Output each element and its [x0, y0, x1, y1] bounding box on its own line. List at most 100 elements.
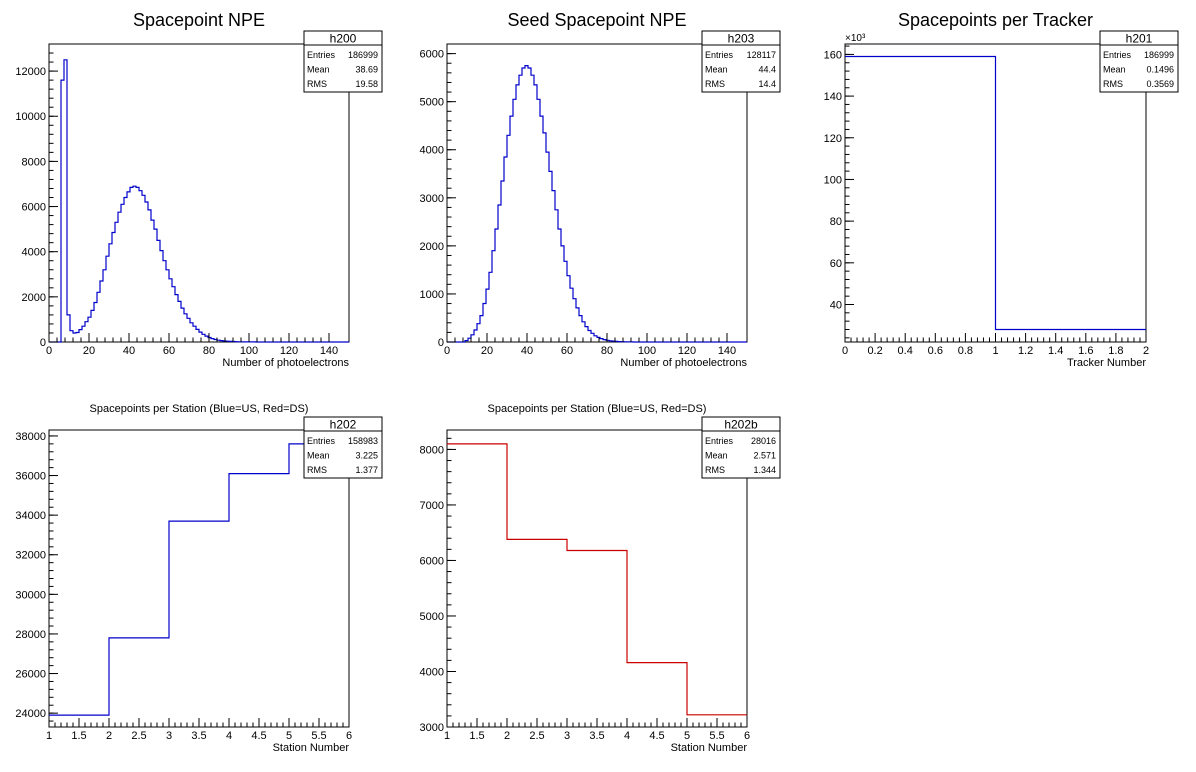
- x-tick-label: 3: [166, 730, 172, 742]
- y-tick-label: 4000: [420, 666, 444, 678]
- y-tick-label: 36000: [15, 471, 46, 483]
- x-tick-label: 0: [46, 345, 52, 357]
- y-tick-label: 32000: [15, 550, 46, 562]
- chart-panel-2: Seed Spacepoint NPE 0 20 40 60 80 100 120 140Num…: [420, 10, 781, 369]
- stats-label: Entries: [705, 436, 734, 446]
- stats-box: h202b Entries 28016 Mean 2.571 RMS 1.344: [701, 416, 781, 479]
- chart-panel-5: Spacepoints per Station (Blue=US, Red=DS…: [420, 403, 781, 754]
- x-tick-label: 3.5: [191, 730, 206, 742]
- y-tick-label: 1000: [420, 289, 444, 301]
- y-tick-label: 5000: [420, 611, 444, 623]
- chart-panel-3: Spacepoints per Tracker 0 0.2 0.4 0.6 0.8 1 1.2…: [824, 10, 1179, 369]
- stats-value: 1.344: [753, 465, 776, 475]
- x-tick-label: 6: [744, 730, 750, 742]
- chart-title: Seed Spacepoint NPE: [507, 10, 686, 30]
- chart-panel-4: Spacepoints per Station (Blue=US, Red=DS…: [15, 403, 383, 754]
- y-tick-label: 8000: [420, 444, 444, 456]
- stats-label: Mean: [1103, 65, 1126, 75]
- x-tick-label: 3: [564, 730, 570, 742]
- stats-label: RMS: [307, 79, 327, 89]
- x-axis-label: Number of photoelectrons: [620, 357, 747, 369]
- stats-name: h202b: [724, 418, 758, 432]
- stats-label: Entries: [307, 436, 336, 446]
- stats-name: h201: [1126, 32, 1153, 46]
- stats-value: 0.1496: [1146, 65, 1174, 75]
- x-tick-label: 3.5: [589, 730, 604, 742]
- stats-box: h203 Entries 128117 Mean 44.4 RMS 14.4: [701, 30, 781, 93]
- histogram-line: [49, 443, 349, 716]
- y-tick-label: 3000: [420, 193, 444, 205]
- plot-frame: [446, 43, 748, 343]
- stats-box-frame: [303, 30, 383, 93]
- stats-value: 1.377: [355, 465, 378, 475]
- x-tick-label: 1.6: [1078, 345, 1093, 357]
- x-tick-label: 0.2: [867, 345, 882, 357]
- x-tick-label: 5: [684, 730, 690, 742]
- x-axis-label: Tracker Number: [1067, 357, 1146, 369]
- y-tick-label: 28000: [15, 629, 46, 641]
- x-tick-label: 1.5: [71, 730, 86, 742]
- x-tick-label: 40: [521, 345, 533, 357]
- x-tick-label: 0.8: [958, 345, 973, 357]
- y-tick-label: 6000: [22, 202, 46, 214]
- x-tick-label: 4: [624, 730, 630, 742]
- stats-value: 0.3569: [1146, 79, 1174, 89]
- x-tick-label: 2.5: [131, 730, 146, 742]
- stats-value: 186999: [1144, 50, 1174, 60]
- x-tick-label: 1: [46, 730, 52, 742]
- y-tick-label: 34000: [15, 510, 46, 522]
- x-tick-label: 4: [226, 730, 232, 742]
- y-tick-label: 4000: [22, 247, 46, 259]
- chart-title: Spacepoints per Station (Blue=US, Red=DS…: [488, 403, 707, 415]
- x-tick-label: 5.5: [709, 730, 724, 742]
- y-tick-label: 0: [40, 337, 46, 349]
- x-tick-label: 2.5: [529, 730, 544, 742]
- stats-box-frame: [1099, 30, 1179, 93]
- y-tick-label: 7000: [420, 500, 444, 512]
- x-tick-label: 0.4: [898, 345, 913, 357]
- stats-label: Mean: [705, 451, 728, 461]
- histogram-line: [447, 443, 747, 716]
- y-exponent-label: ×10³: [845, 33, 866, 44]
- stats-name: h202: [330, 418, 357, 432]
- y-tick-label: 24000: [15, 708, 46, 720]
- stats-box-frame: [303, 416, 383, 479]
- y-tick-label: 2000: [420, 241, 444, 253]
- stats-label: Mean: [705, 65, 728, 75]
- stats-value: 28016: [751, 436, 776, 446]
- x-tick-label: 60: [163, 345, 175, 357]
- y-tick-label: 38000: [15, 431, 46, 443]
- stats-box-frame: [701, 30, 781, 93]
- x-tick-label: 0: [444, 345, 450, 357]
- stats-value: 3.225: [355, 451, 378, 461]
- y-tick-label: 5000: [420, 97, 444, 109]
- y-tick-label: 6000: [420, 555, 444, 567]
- y-tick-label: 8000: [22, 156, 46, 168]
- y-tick-label: 26000: [15, 669, 46, 681]
- y-tick-label: 30000: [15, 589, 46, 601]
- stats-value: 44.4: [758, 65, 776, 75]
- x-tick-label: 0.6: [928, 345, 943, 357]
- chart-title: Spacepoints per Tracker: [898, 10, 1093, 30]
- x-tick-label: 2: [504, 730, 510, 742]
- stats-value: 2.571: [753, 451, 776, 461]
- x-tick-label: 1.5: [469, 730, 484, 742]
- stats-value: 158983: [348, 436, 378, 446]
- x-tick-label: 1.2: [1018, 345, 1033, 357]
- x-tick-label: 1: [444, 730, 450, 742]
- histogram-line: [845, 55, 1146, 331]
- y-tick-label: 10000: [15, 111, 46, 123]
- y-tick-label: 120: [824, 133, 842, 145]
- x-tick-label: 40: [123, 345, 135, 357]
- y-tick-label: 4000: [420, 145, 444, 157]
- x-tick-label: 20: [83, 345, 95, 357]
- x-axis-label: Station Number: [671, 742, 748, 754]
- y-tick-label: 100: [824, 174, 842, 186]
- x-tick-label: 140: [320, 345, 338, 357]
- y-tick-label: 12000: [15, 66, 46, 78]
- stats-name: h203: [728, 32, 755, 46]
- stats-label: RMS: [1103, 79, 1123, 89]
- x-tick-label: 2: [106, 730, 112, 742]
- x-tick-label: 120: [280, 345, 298, 357]
